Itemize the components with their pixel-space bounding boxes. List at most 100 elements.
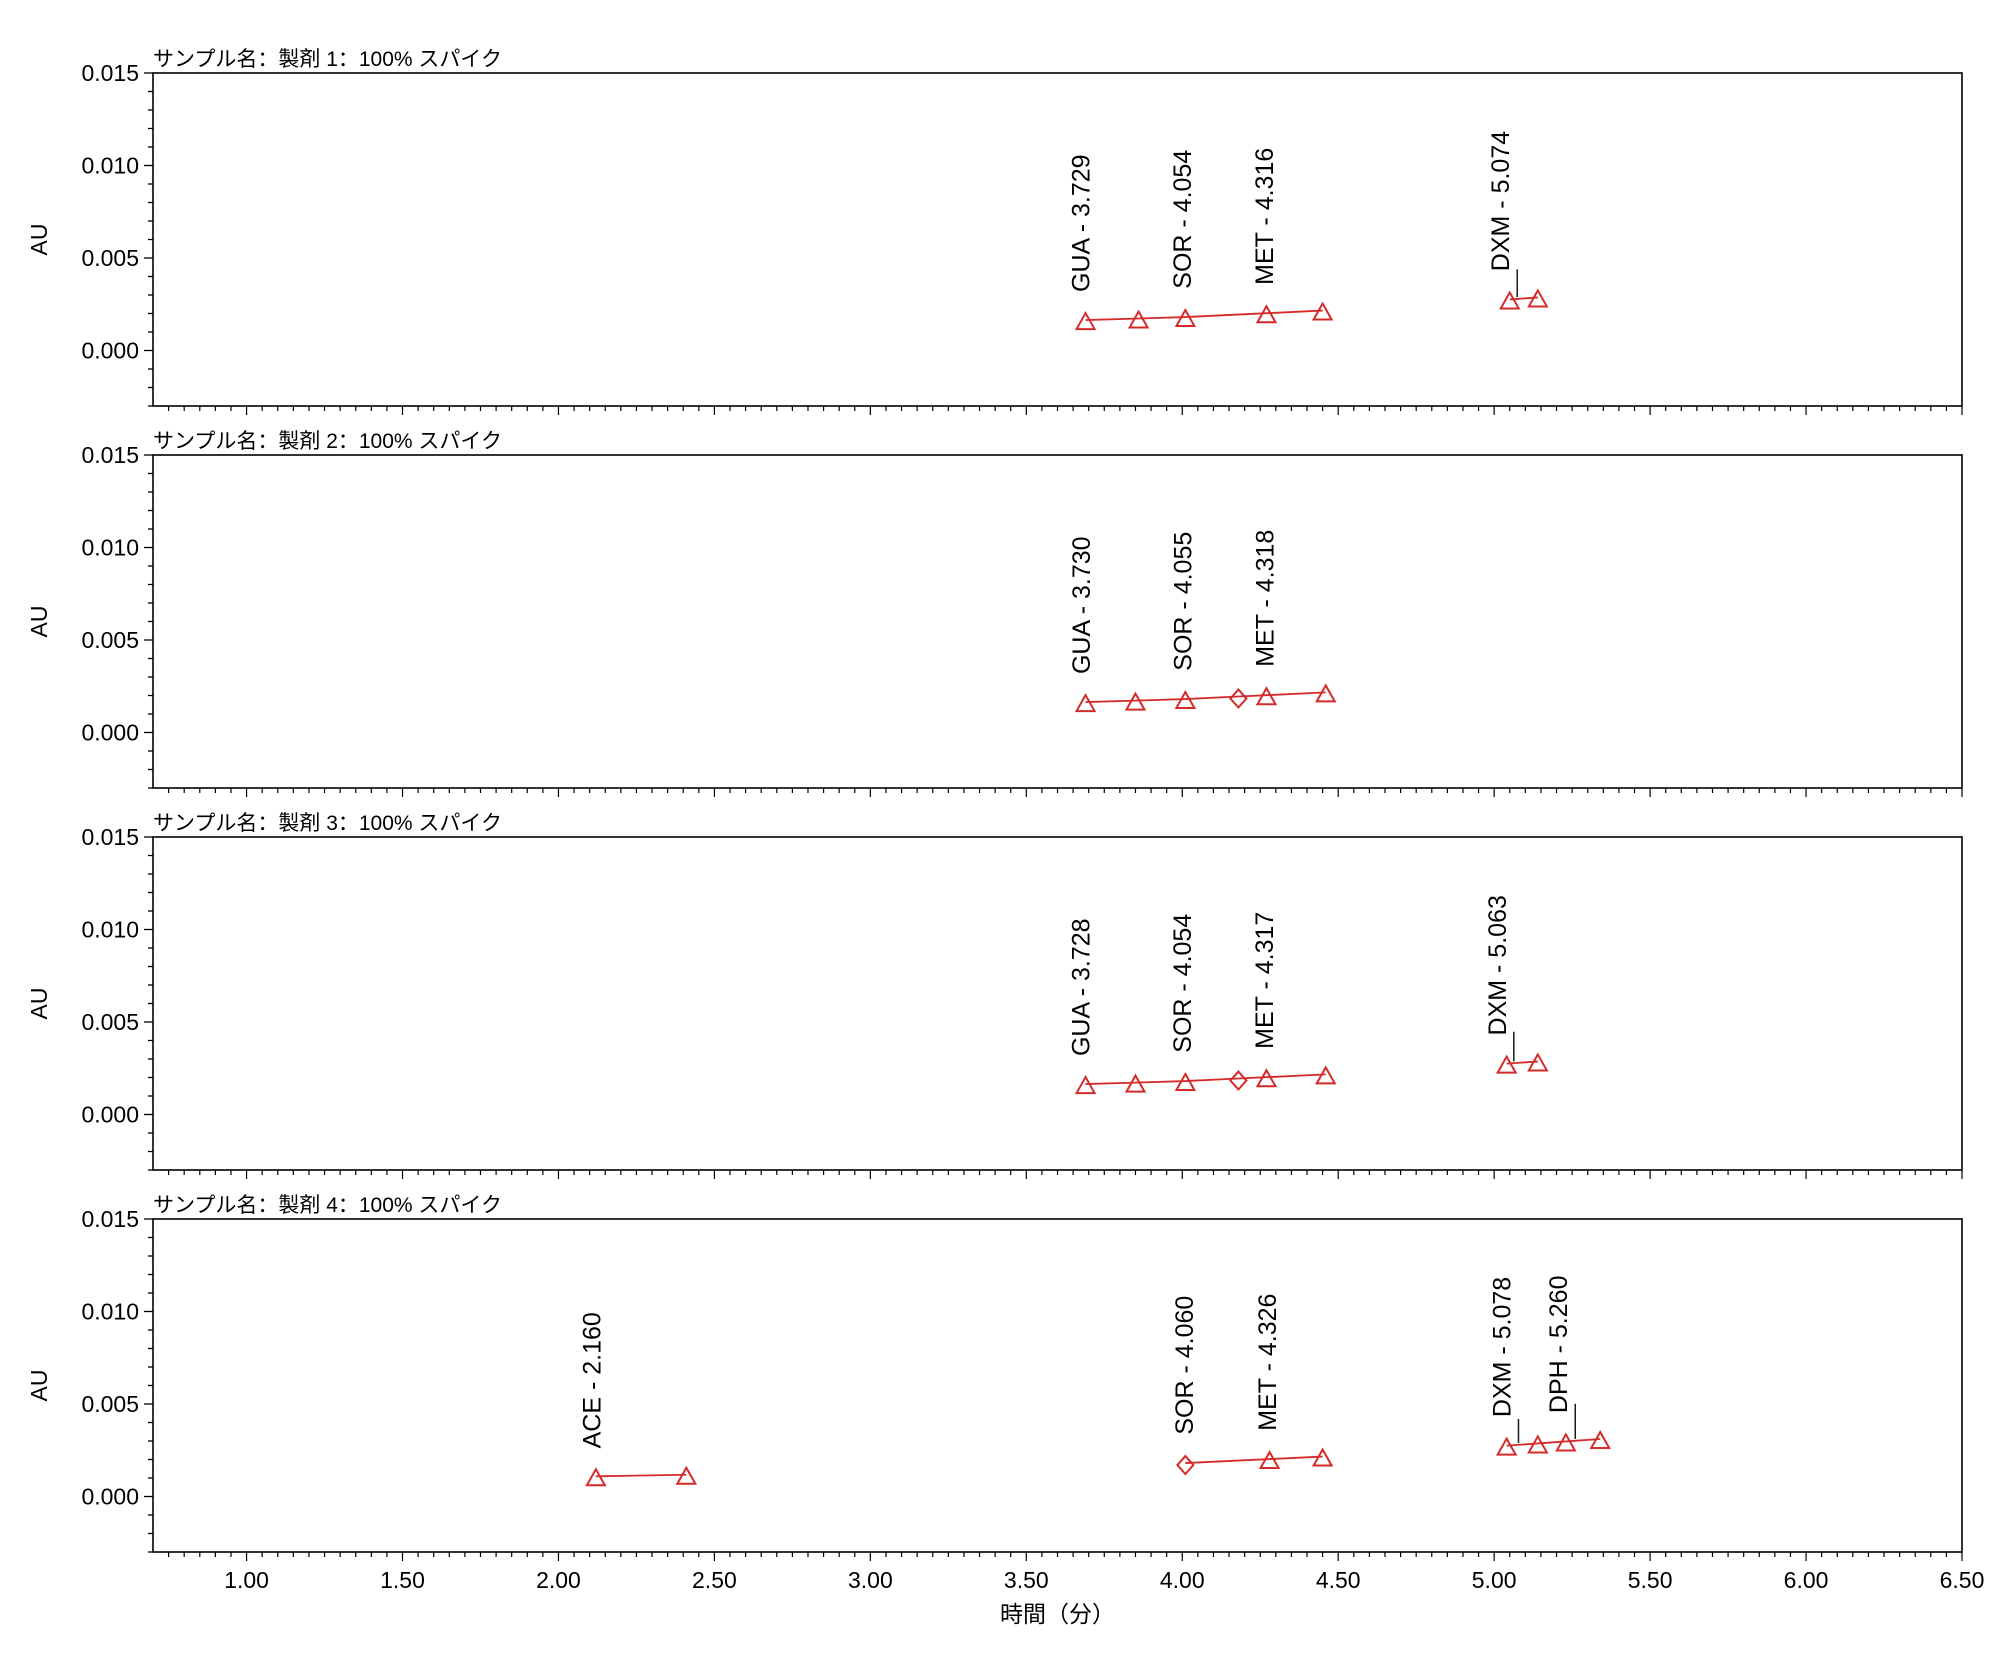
peak-label: DXM - 5.074 xyxy=(1487,131,1515,271)
peak-label: GUA - 3.728 xyxy=(1067,918,1095,1056)
panel-title: サンプル名：製剤 3：100% スパイク xyxy=(153,812,502,835)
y-tick-label: 0.000 xyxy=(81,720,139,746)
peak-label: DPH - 5.260 xyxy=(1545,1276,1573,1414)
x-tick-label: 6.00 xyxy=(1784,1567,1829,1593)
y-axis-label: AU xyxy=(26,224,52,256)
y-tick-label: 0.005 xyxy=(81,245,139,271)
peak-label: GUA - 3.729 xyxy=(1068,154,1096,292)
x-tick-label: 5.00 xyxy=(1472,1567,1517,1593)
integration-triangle-marker xyxy=(1555,1432,1577,1452)
chromatogram-panel-2: サンプル名：製剤 2：100% スパイク 0.000 0.005 0.010 0.015… xyxy=(26,430,1963,797)
x-tick-label: 2.00 xyxy=(536,1567,581,1593)
x-tick-label: 4.00 xyxy=(1160,1567,1205,1593)
integration-triangle-marker xyxy=(1174,308,1197,328)
integration-diamond-marker xyxy=(1176,1454,1195,1476)
integration-baseline xyxy=(1185,312,1267,318)
y-tick-label: 0.015 xyxy=(81,824,139,850)
integration-baseline xyxy=(1266,691,1326,697)
integration-baseline xyxy=(1185,695,1239,700)
integration-baseline xyxy=(1138,316,1186,320)
integration-triangle-marker xyxy=(1589,1429,1611,1450)
x-tick-label: 4.50 xyxy=(1316,1567,1361,1593)
integration-triangle-marker xyxy=(1495,1054,1518,1074)
chromatogram-panel-3: サンプル名：製剤 3：100% スパイク 0.000 0.005 0.010 0.015… xyxy=(26,812,1963,1179)
y-tick-label: 0.010 xyxy=(81,535,139,561)
y-tick-label: 0.010 xyxy=(81,1299,139,1325)
integration-triangle-marker xyxy=(1315,683,1337,703)
x-tick-label: 6.50 xyxy=(1940,1567,1985,1593)
y-tick-label: 0.005 xyxy=(81,1391,139,1417)
integration-baseline xyxy=(1085,317,1139,321)
peak-label: MET - 4.326 xyxy=(1254,1294,1282,1431)
panel-title: サンプル名：製剤 4：100% スパイク xyxy=(153,1194,502,1217)
x-tick-label: 2.50 xyxy=(692,1567,737,1593)
integration-triangle-marker xyxy=(1527,1434,1549,1454)
y-axis-label: AU xyxy=(26,1370,52,1402)
peak-label: MET - 4.316 xyxy=(1251,148,1279,285)
x-tick-label: 3.00 xyxy=(848,1567,893,1593)
integration-triangle-marker xyxy=(1311,1447,1334,1467)
integration-triangle-marker xyxy=(1127,309,1150,329)
plot-frame xyxy=(152,454,1963,789)
y-tick-label: 0.000 xyxy=(81,1484,139,1510)
integration-baseline xyxy=(1266,1073,1326,1079)
integration-baseline xyxy=(1565,1438,1601,1443)
integration-triangle-marker xyxy=(675,1465,698,1485)
peak-label: SOR - 4.054 xyxy=(1169,914,1197,1053)
panel-title: サンプル名：製剤 1：100% スパイク xyxy=(153,48,502,71)
integration-baseline xyxy=(1085,699,1136,703)
peak-label: DXM - 5.078 xyxy=(1488,1277,1516,1417)
y-tick-label: 0.005 xyxy=(81,1009,139,1035)
y-tick-label: 0.000 xyxy=(81,338,139,364)
integration-triangle-marker xyxy=(1311,301,1334,321)
peak-label: DXM - 5.063 xyxy=(1484,895,1512,1035)
y-tick-label: 0.000 xyxy=(81,1102,139,1128)
integration-triangle-marker xyxy=(1174,690,1197,710)
y-tick-label: 0.015 xyxy=(81,60,139,86)
integration-triangle-marker xyxy=(1255,1068,1278,1088)
integration-baseline xyxy=(1266,309,1323,315)
integration-baseline xyxy=(595,1473,687,1478)
peak-label: SOR - 4.060 xyxy=(1171,1296,1199,1435)
peak-label: GUA - 3.730 xyxy=(1068,536,1096,674)
y-tick-label: 0.015 xyxy=(81,442,139,468)
y-axis-label: AU xyxy=(26,988,52,1020)
integration-baseline xyxy=(1185,1077,1239,1082)
x-tick-label: 1.50 xyxy=(380,1567,425,1593)
integration-triangle-marker xyxy=(585,1467,607,1487)
y-tick-label: 0.010 xyxy=(81,917,139,943)
x-tick-label: 3.50 xyxy=(1004,1567,1049,1593)
x-tick-label: 5.50 xyxy=(1628,1567,1673,1593)
y-tick-label: 0.005 xyxy=(81,627,139,653)
integration-triangle-marker xyxy=(1074,311,1097,331)
panel-title: サンプル名：製剤 2：100% スパイク xyxy=(153,430,502,453)
integration-baseline xyxy=(1269,1455,1323,1460)
plot-frame xyxy=(152,1218,1963,1553)
integration-triangle-marker xyxy=(1174,1072,1197,1092)
peak-label: SOR - 4.055 xyxy=(1169,532,1197,671)
integration-triangle-marker xyxy=(1315,1065,1337,1085)
x-axis-label: 時間（分） xyxy=(1000,1601,1115,1627)
peak-label: MET - 4.318 xyxy=(1251,530,1279,667)
integration-triangle-marker xyxy=(1499,290,1521,310)
y-tick-label: 0.015 xyxy=(81,1206,139,1232)
peak-label: SOR - 4.054 xyxy=(1169,150,1197,289)
integration-triangle-marker xyxy=(1495,1436,1518,1456)
integration-triangle-marker xyxy=(1255,304,1278,324)
x-tick-label: 1.00 xyxy=(224,1567,269,1593)
peak-label: MET - 4.317 xyxy=(1251,912,1279,1049)
integration-baseline xyxy=(1135,698,1186,702)
integration-baseline xyxy=(1085,1081,1136,1085)
chromatogram-panel-1: サンプル名：製剤 1：100% スパイク 0.000 0.005 0.010 0.015… xyxy=(26,48,1963,415)
integration-triangle-marker xyxy=(1527,1052,1549,1072)
plot-frame xyxy=(152,72,1963,407)
y-axis-label: AU xyxy=(26,606,52,638)
integration-baseline xyxy=(1185,1458,1270,1464)
peak-label: ACE - 2.160 xyxy=(578,1312,606,1448)
plot-frame xyxy=(152,836,1963,1171)
y-tick-label: 0.010 xyxy=(81,153,139,179)
integration-triangle-marker xyxy=(1124,691,1147,711)
integration-baseline xyxy=(1135,1080,1186,1084)
